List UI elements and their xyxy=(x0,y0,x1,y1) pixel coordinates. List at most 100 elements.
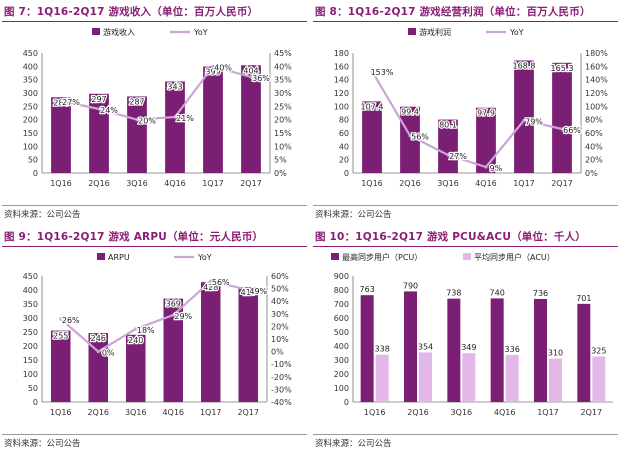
yoy-point xyxy=(211,64,215,68)
y2-tick-label: 160% xyxy=(585,62,608,71)
bar-value-label: 107.4 xyxy=(361,102,384,111)
bar-acu-label: 336 xyxy=(505,345,520,354)
panel-header: 图 8：1Q16-2Q17 游戏经营利润（单位：百万人民币） xyxy=(313,2,618,22)
y-tick-label: 150 xyxy=(23,129,38,138)
bar xyxy=(552,62,572,173)
x-tick-label: 1Q17 xyxy=(537,408,559,417)
bar-value-label: 97.9 xyxy=(477,109,495,118)
source-note: 资料来源：公司公告 xyxy=(315,210,392,220)
bar-value-label: 410 xyxy=(241,288,256,297)
legend-label: 游戏收入 xyxy=(103,27,135,37)
bar xyxy=(438,119,458,173)
bar-acu-label: 310 xyxy=(548,349,563,358)
panel-header: 图 7：1Q16-2Q17 游戏收入（单位：百万人民币） xyxy=(2,2,307,22)
yoy-label: 0% xyxy=(102,349,115,358)
y-tick-label: 400 xyxy=(23,286,38,295)
y-tick-label: 800 xyxy=(334,286,349,295)
y-tick-label: 200 xyxy=(23,342,38,351)
y2-tick-label: 30% xyxy=(274,89,292,98)
bar-acu-label: 338 xyxy=(375,345,390,354)
yoy-label: 56% xyxy=(212,278,230,287)
bar-pcu-label: 763 xyxy=(360,285,375,294)
panel-title: 图 7：1Q16-2Q17 游戏收入（单位：百万人民币） xyxy=(4,6,259,18)
bar-acu xyxy=(505,354,519,402)
yoy-label: 36% xyxy=(252,74,270,83)
panel-header: 图 10：1Q16-2Q17 游戏 PCU&ACU（单位：千人） xyxy=(313,227,618,247)
y-tick-label: 120 xyxy=(334,89,349,98)
y2-tick-label: 80% xyxy=(585,116,603,125)
yoy-point xyxy=(209,279,213,283)
yoy-label: 24% xyxy=(100,106,118,115)
y-tick-label: 600 xyxy=(334,314,349,323)
bar-value-label: 240 xyxy=(128,336,143,345)
x-tick-label: 2Q16 xyxy=(407,408,429,417)
bar-value-label: 99.4 xyxy=(401,108,419,117)
y2-tick-label: 180% xyxy=(585,49,608,58)
y-tick-label: 0 xyxy=(344,398,349,407)
yoy-line xyxy=(60,279,249,353)
bar-pcu xyxy=(534,298,547,402)
panel-header: 图 9：1Q16-2Q17 游戏 ARPU（单位：元人民币） xyxy=(2,227,307,247)
yoy-point xyxy=(173,115,177,119)
bar-value-label: 343 xyxy=(167,83,182,92)
yoy-point xyxy=(96,350,100,354)
y-tick-label: 300 xyxy=(334,356,349,365)
y-tick-label: 40 xyxy=(339,142,349,151)
bar xyxy=(127,96,147,173)
y-tick-label: 300 xyxy=(23,89,38,98)
bar-pcu-label: 738 xyxy=(446,289,461,298)
x-tick-label: 4Q16 xyxy=(475,179,497,188)
yoy-point xyxy=(135,118,139,122)
yoy-point xyxy=(171,313,175,317)
bar-value-label: 246 xyxy=(91,334,106,343)
legend-label: YoY xyxy=(509,28,524,37)
y-tick-label: 160 xyxy=(334,62,349,71)
y2-tick-label: 0% xyxy=(274,169,287,178)
y2-tick-label: 60% xyxy=(271,272,289,281)
yoy-point xyxy=(370,69,374,73)
y-tick-label: 400 xyxy=(334,342,349,351)
bar-value-label: 297 xyxy=(91,95,106,104)
yoy-point xyxy=(484,165,488,169)
bar-value-label: 165.3 xyxy=(551,64,574,73)
y-tick-label: 100 xyxy=(334,102,349,111)
bar-pcu-label: 701 xyxy=(576,294,591,303)
panel-footer-rule xyxy=(2,205,307,206)
bar-acu xyxy=(419,352,432,402)
bar-value-label: 287 xyxy=(129,97,144,106)
x-tick-label: 1Q16 xyxy=(361,179,383,188)
y2-tick-label: 100% xyxy=(585,102,608,111)
bar xyxy=(476,107,496,173)
bar-value-label: 404 xyxy=(243,66,258,75)
x-tick-label: 3Q16 xyxy=(126,179,148,188)
y2-tick-label: -40% xyxy=(271,398,292,407)
yoy-point xyxy=(446,153,450,157)
y2-tick-label: 25% xyxy=(274,102,292,111)
bar xyxy=(89,93,109,173)
bar xyxy=(126,334,146,402)
bar xyxy=(400,106,420,173)
panel-footer-rule xyxy=(313,205,618,206)
bar xyxy=(203,66,223,173)
y2-tick-label: -30% xyxy=(271,385,292,394)
x-tick-label: 1Q16 xyxy=(50,179,72,188)
bar-value-label: 255 xyxy=(53,332,68,341)
y-tick-label: 0 xyxy=(33,398,38,407)
y-tick-label: 400 xyxy=(23,62,38,71)
y-tick-label: 80 xyxy=(339,116,349,125)
y-tick-label: 140 xyxy=(334,76,349,85)
bar-value-label: 428 xyxy=(203,283,218,292)
x-tick-label: 1Q17 xyxy=(200,408,222,417)
y-tick-label: 150 xyxy=(23,356,38,365)
yoy-point xyxy=(408,134,412,138)
y-tick-label: 250 xyxy=(23,102,38,111)
y-tick-label: 450 xyxy=(23,272,38,281)
bar xyxy=(88,333,108,402)
bar-pcu xyxy=(577,303,591,402)
bar-acu-label: 349 xyxy=(461,343,476,352)
y-tick-label: 200 xyxy=(23,116,38,125)
bar-value-label: 284 xyxy=(53,98,68,107)
bar-acu xyxy=(375,354,389,402)
y-tick-label: 900 xyxy=(334,272,349,281)
panel-title: 图 9：1Q16-2Q17 游戏 ARPU（单位：元人民币） xyxy=(4,231,264,243)
